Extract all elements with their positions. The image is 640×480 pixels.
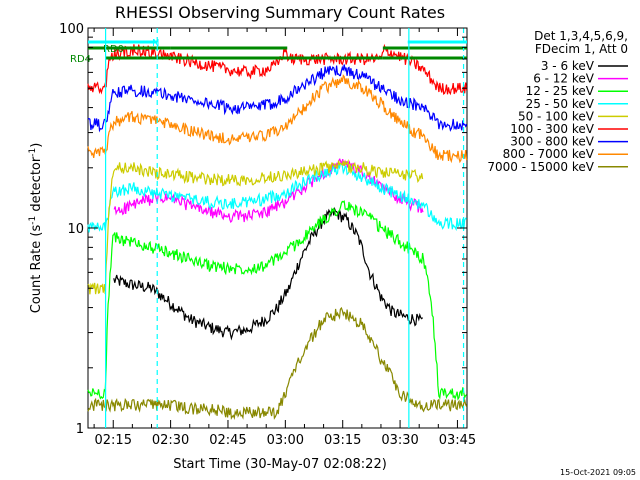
x-tick-label-1: 02:15 bbox=[95, 433, 132, 448]
y-axis-label-main: Count Rate (s bbox=[29, 225, 44, 314]
y-axis-label-tail: detector bbox=[29, 156, 44, 216]
series-line-4 bbox=[87, 162, 467, 233]
x-tick-label-5: 03:15 bbox=[324, 433, 361, 448]
x-tick-label-4: 03:00 bbox=[267, 433, 304, 448]
series-layer bbox=[87, 43, 468, 421]
legend-label-9: 7000 - 15000 keV bbox=[487, 160, 594, 174]
x-axis-label: Start Time (30-May-07 02:08:22) bbox=[173, 457, 387, 472]
y-axis-label-close: ) bbox=[29, 143, 44, 148]
series-line-9 bbox=[87, 306, 468, 421]
legend-label-8: 800 - 7000 keV bbox=[503, 147, 595, 161]
legend-label-2: 6 - 12 keV bbox=[533, 72, 595, 86]
y-axis-label: Count Rate (s-1 detector-1) bbox=[28, 143, 44, 314]
legend-label-6: 100 - 300 keV bbox=[510, 122, 594, 136]
flag-label-n: N bbox=[152, 38, 159, 49]
legend-header-line-1: Det 1,3,4,5,6,9, bbox=[534, 29, 628, 43]
legend-label-3: 12 - 25 keV bbox=[526, 84, 595, 98]
series-line-1 bbox=[113, 206, 424, 341]
chart-title: RHESSI Observing Summary Count Rates bbox=[115, 3, 445, 22]
series-line-7 bbox=[87, 64, 468, 133]
legend: Det 1,3,4,5,6,9, FDecim 1, Att 0 3 - 6 k… bbox=[487, 29, 628, 174]
y-tick-label-2: 10 bbox=[67, 222, 84, 237]
series-line-8 bbox=[87, 74, 468, 164]
legend-label-5: 50 - 100 keV bbox=[518, 109, 595, 123]
footer-timestamp: 15-Oct-2021 09:05 bbox=[560, 468, 636, 477]
x-tick-label-2: 02:30 bbox=[152, 433, 189, 448]
flag-label-rd0: RD0 bbox=[103, 44, 124, 55]
y-axis-label-tail-sup: -1 bbox=[28, 148, 38, 157]
series-line-5 bbox=[87, 158, 424, 295]
legend-label-7: 300 - 800 keV bbox=[510, 135, 594, 149]
axes-layer: 02:15 02:30 02:45 03:00 03:15 03:30 03:45 1 10 10… bbox=[59, 22, 476, 448]
y-axis-label-sup: -1 bbox=[28, 216, 38, 225]
x-tick-label-3: 02:45 bbox=[209, 433, 246, 448]
legend-header-line-2: FDecim 1, Att 0 bbox=[535, 42, 628, 56]
x-tick-label-6: 03:30 bbox=[381, 433, 418, 448]
flag-label-rd4: RD4 bbox=[70, 54, 91, 65]
y-tick-label-3: 100 bbox=[59, 22, 84, 37]
legend-label-1: 3 - 6 keV bbox=[541, 59, 595, 73]
x-tick-label-7: 03:45 bbox=[439, 433, 476, 448]
series-line-3 bbox=[87, 200, 467, 401]
legend-label-4: 25 - 50 keV bbox=[526, 97, 595, 111]
y-tick-label-1: 1 bbox=[76, 422, 84, 437]
